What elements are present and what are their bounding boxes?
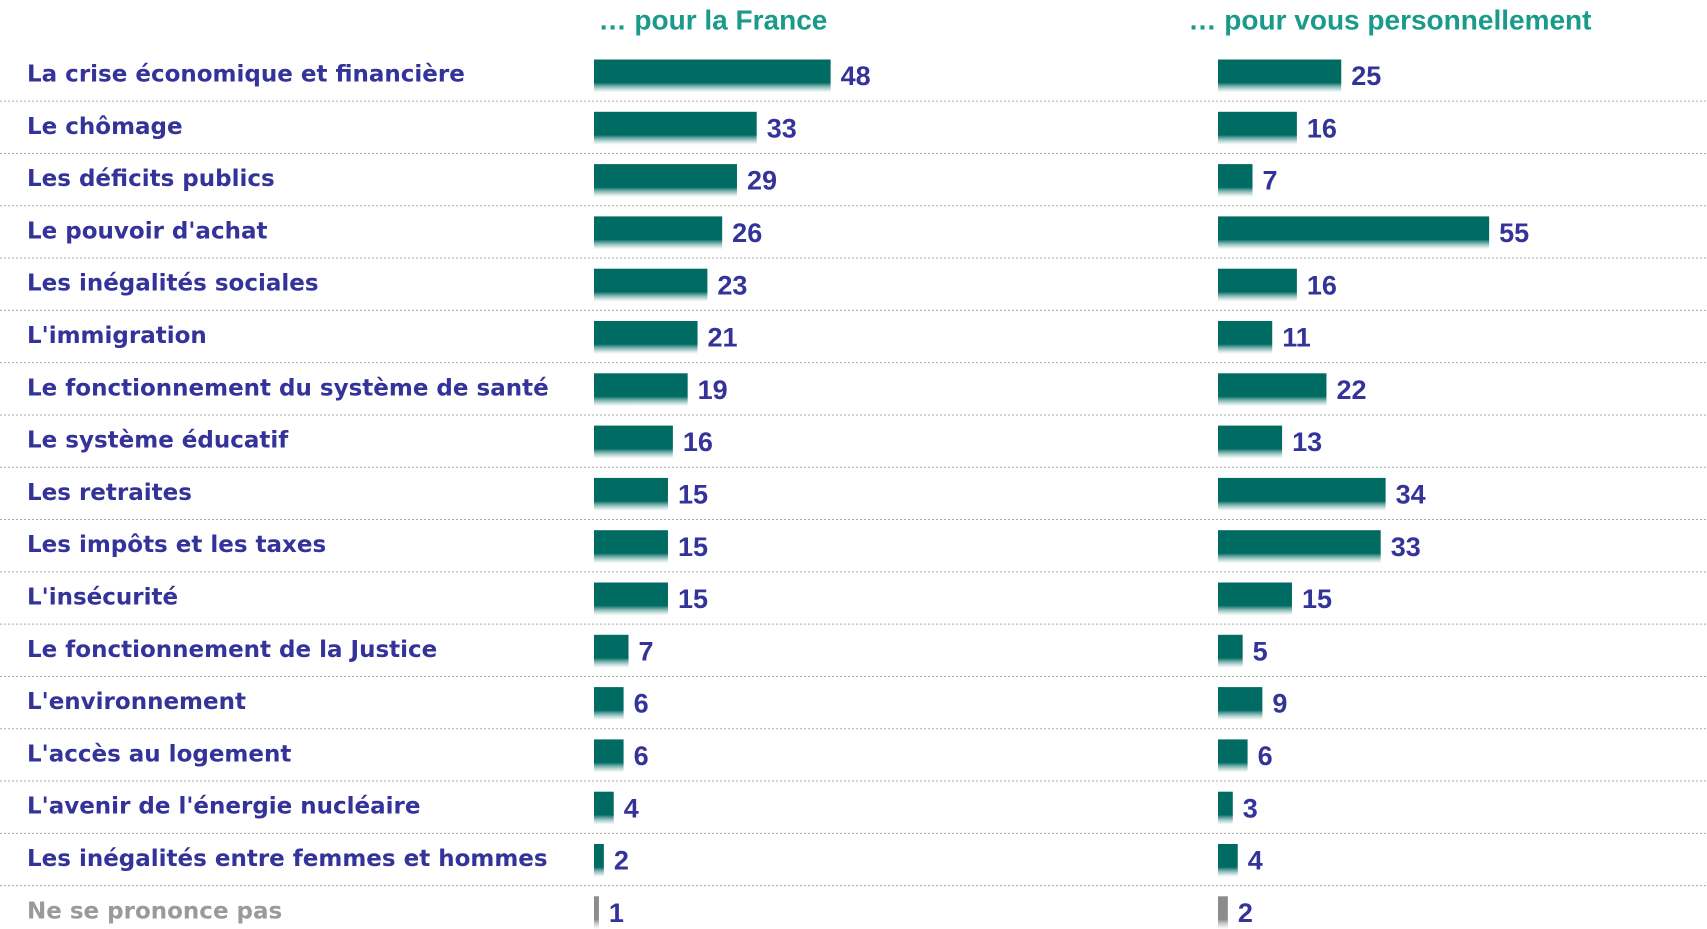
- value-label: 21: [708, 323, 738, 353]
- value-label: 55: [1499, 218, 1529, 248]
- category-label: Le fonctionnement du système de santé: [27, 375, 549, 401]
- bar: [594, 530, 668, 564]
- value-label: 4: [1248, 846, 1263, 876]
- value-label: 4: [624, 793, 639, 823]
- bar: [594, 791, 614, 825]
- bar: [1218, 844, 1238, 877]
- value-label: 15: [678, 584, 708, 614]
- bar: [1218, 321, 1273, 354]
- bar: [1218, 791, 1233, 825]
- value-label: 2: [1238, 898, 1253, 928]
- category-label: Le pouvoir d'achat: [27, 218, 267, 244]
- category-label: Le fonctionnement de la Justice: [27, 637, 437, 663]
- category-label: L'environnement: [27, 689, 246, 715]
- bar: [1218, 687, 1263, 721]
- value-label: 16: [1307, 270, 1337, 300]
- value-label: 6: [634, 689, 649, 719]
- value-label: 15: [1302, 584, 1332, 614]
- bar: [594, 687, 624, 721]
- panel-title: … pour vous personnellement: [1189, 4, 1592, 35]
- bar: [1218, 896, 1228, 929]
- bar: [594, 268, 708, 302]
- category-label: L'avenir de l'énergie nucléaire: [27, 794, 421, 820]
- category-label: Les impôts et les taxes: [27, 532, 326, 558]
- value-label: 16: [683, 427, 713, 457]
- value-label: 23: [717, 270, 747, 300]
- bar: [1218, 634, 1243, 668]
- bar: [594, 216, 723, 250]
- value-label: 6: [634, 741, 649, 771]
- bar: [594, 844, 604, 877]
- bar: [594, 896, 599, 929]
- value-label: 29: [747, 166, 777, 196]
- bar: [1218, 739, 1248, 773]
- value-label: 9: [1272, 689, 1287, 719]
- bar: [594, 111, 757, 145]
- value-label: 15: [678, 480, 708, 510]
- category-label: L'accès au logement: [27, 741, 291, 767]
- value-label: 13: [1292, 427, 1322, 457]
- category-label: Le chômage: [27, 114, 183, 140]
- category-label: Les inégalités entre femmes et hommes: [27, 846, 548, 872]
- category-label: Les déficits publics: [27, 166, 275, 192]
- bar: [594, 477, 668, 511]
- category-label: Les inégalités sociales: [27, 271, 319, 297]
- bar: [594, 582, 668, 616]
- value-label: 6: [1258, 741, 1273, 771]
- panel-title: … pour la France: [599, 4, 828, 35]
- bar: [1218, 425, 1283, 459]
- value-label: 7: [1263, 166, 1278, 196]
- category-label: Ne se prononce pas: [27, 898, 282, 924]
- value-label: 25: [1351, 61, 1381, 91]
- category-label: La crise économique et financière: [27, 62, 465, 88]
- value-label: 33: [767, 113, 797, 143]
- bar: [1218, 216, 1490, 250]
- bar: [594, 321, 698, 354]
- bar: [1218, 59, 1342, 93]
- bar: [1218, 582, 1292, 616]
- bar: [1218, 268, 1297, 302]
- bar: [594, 164, 737, 198]
- value-label: 48: [841, 61, 871, 91]
- bar: [594, 373, 688, 407]
- category-label: L'insécurité: [27, 585, 178, 611]
- bar: [594, 425, 673, 459]
- bar: [1218, 530, 1381, 564]
- value-label: 11: [1282, 323, 1311, 353]
- bar: [1218, 477, 1386, 511]
- category-label: Les retraites: [27, 480, 192, 506]
- value-label: 33: [1391, 532, 1421, 562]
- value-label: 5: [1253, 636, 1268, 666]
- value-label: 19: [698, 375, 728, 405]
- value-label: 26: [732, 218, 762, 248]
- bar: [594, 634, 629, 668]
- bar: [1218, 164, 1253, 198]
- value-label: 34: [1396, 480, 1426, 510]
- bar: [1218, 373, 1327, 407]
- value-label: 22: [1336, 375, 1366, 405]
- value-label: 3: [1243, 793, 1258, 823]
- category-label: Le système éducatif: [27, 428, 289, 454]
- value-label: 2: [614, 846, 629, 876]
- value-label: 1: [609, 898, 624, 928]
- bar: [594, 739, 624, 773]
- category-label: L'immigration: [27, 323, 207, 349]
- value-label: 15: [678, 532, 708, 562]
- bar: [1218, 111, 1297, 145]
- value-label: 16: [1307, 113, 1337, 143]
- value-label: 7: [639, 636, 654, 666]
- bar: [594, 59, 831, 93]
